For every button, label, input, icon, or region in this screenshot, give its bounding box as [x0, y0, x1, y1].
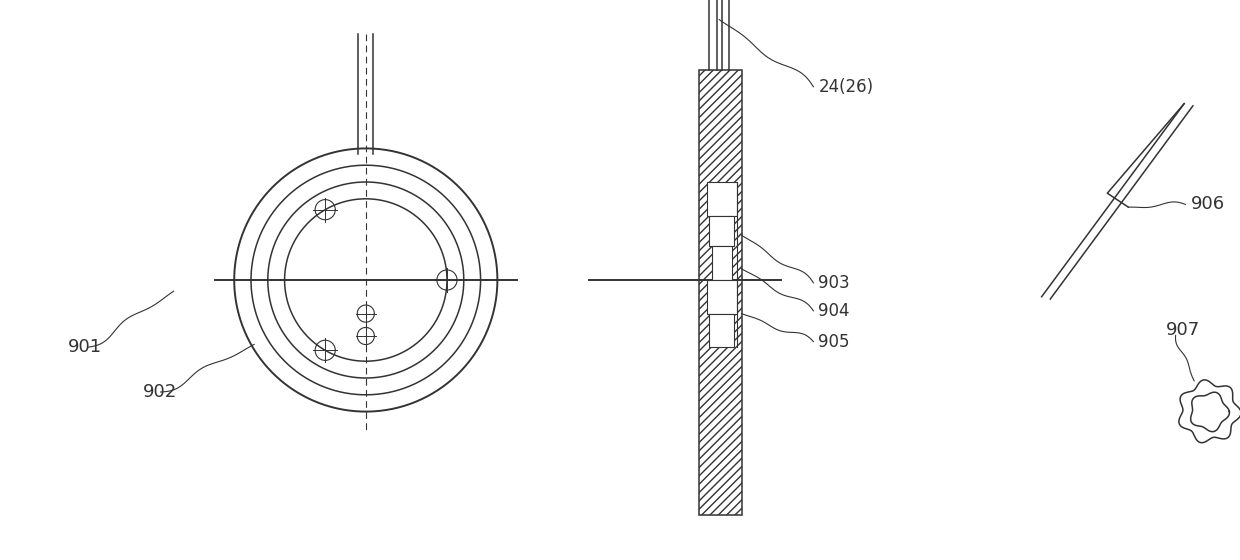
Text: 907: 907 [1166, 321, 1200, 339]
Text: 905: 905 [818, 333, 849, 351]
Bar [699, 70, 742, 515]
Text: 903: 903 [818, 274, 851, 292]
Bar [712, 246, 732, 280]
Text: 904: 904 [818, 302, 849, 320]
Text: 24(26): 24(26) [818, 78, 873, 96]
Text: 901: 901 [68, 338, 103, 356]
Bar [709, 216, 734, 246]
Text: 906: 906 [1190, 195, 1225, 213]
Bar [709, 314, 734, 347]
Bar [707, 182, 737, 216]
Bar [707, 280, 737, 314]
Text: 902: 902 [143, 383, 177, 401]
